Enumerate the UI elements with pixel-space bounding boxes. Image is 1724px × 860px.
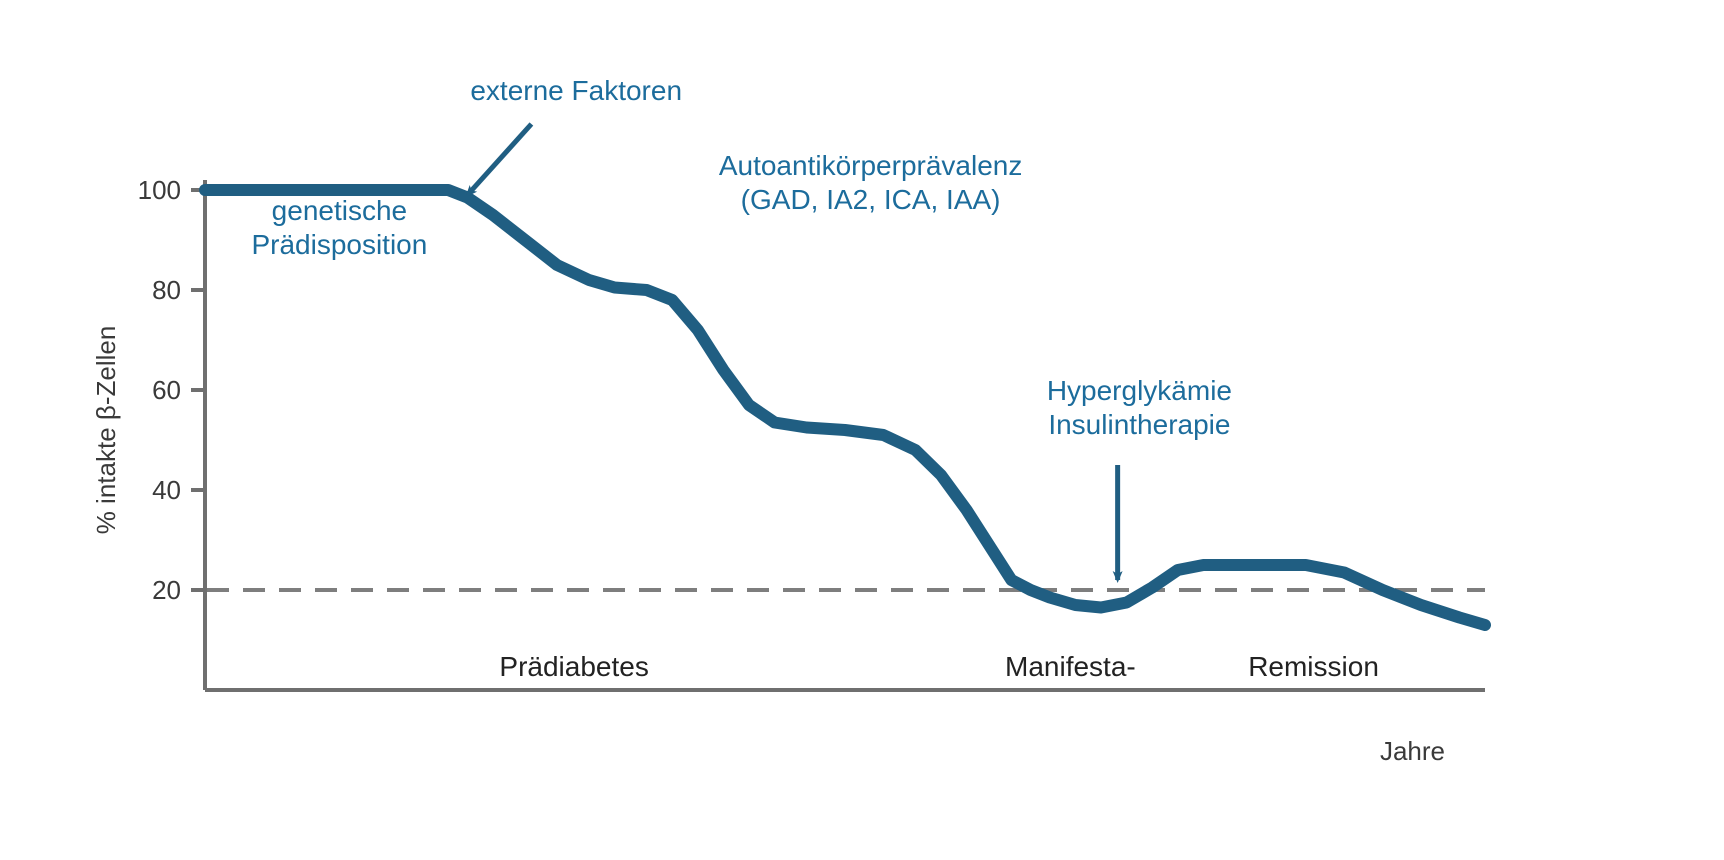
annotation-autoantikoerper: Autoantikörperprävalenz bbox=[719, 150, 1023, 181]
phase-label: Prädiabetes bbox=[499, 651, 648, 682]
phase-label: Manifesta- bbox=[1005, 651, 1136, 682]
chart-svg: 20 40 60 80 100 % intakte β-Zellen Jahre Prädia… bbox=[0, 0, 1724, 860]
y-tick-label: 80 bbox=[152, 275, 181, 305]
annotation-externe: externe Faktoren bbox=[470, 75, 682, 106]
annotation-genetische: genetische bbox=[272, 195, 407, 226]
annotation-autoantikoerper: (GAD, IA2, ICA, IAA) bbox=[741, 184, 1001, 215]
x-axis-label: Jahre bbox=[1380, 736, 1445, 766]
annotation-arrow-externe bbox=[467, 124, 531, 195]
y-axis-label: % intakte β-Zellen bbox=[91, 326, 121, 535]
y-tick-label: 20 bbox=[152, 575, 181, 605]
y-tick-label: 40 bbox=[152, 475, 181, 505]
beta-cell-decline-chart: 20 40 60 80 100 % intakte β-Zellen Jahre Prädia… bbox=[0, 0, 1724, 860]
annotation-genetische: Prädisposition bbox=[251, 229, 427, 260]
annotation-hyperglykaemie: Hyperglykämie bbox=[1047, 375, 1232, 406]
y-tick-label: 60 bbox=[152, 375, 181, 405]
phase-label: Remission bbox=[1248, 651, 1379, 682]
y-tick-label: 100 bbox=[138, 175, 181, 205]
annotation-hyperglykaemie: Insulintherapie bbox=[1048, 409, 1230, 440]
